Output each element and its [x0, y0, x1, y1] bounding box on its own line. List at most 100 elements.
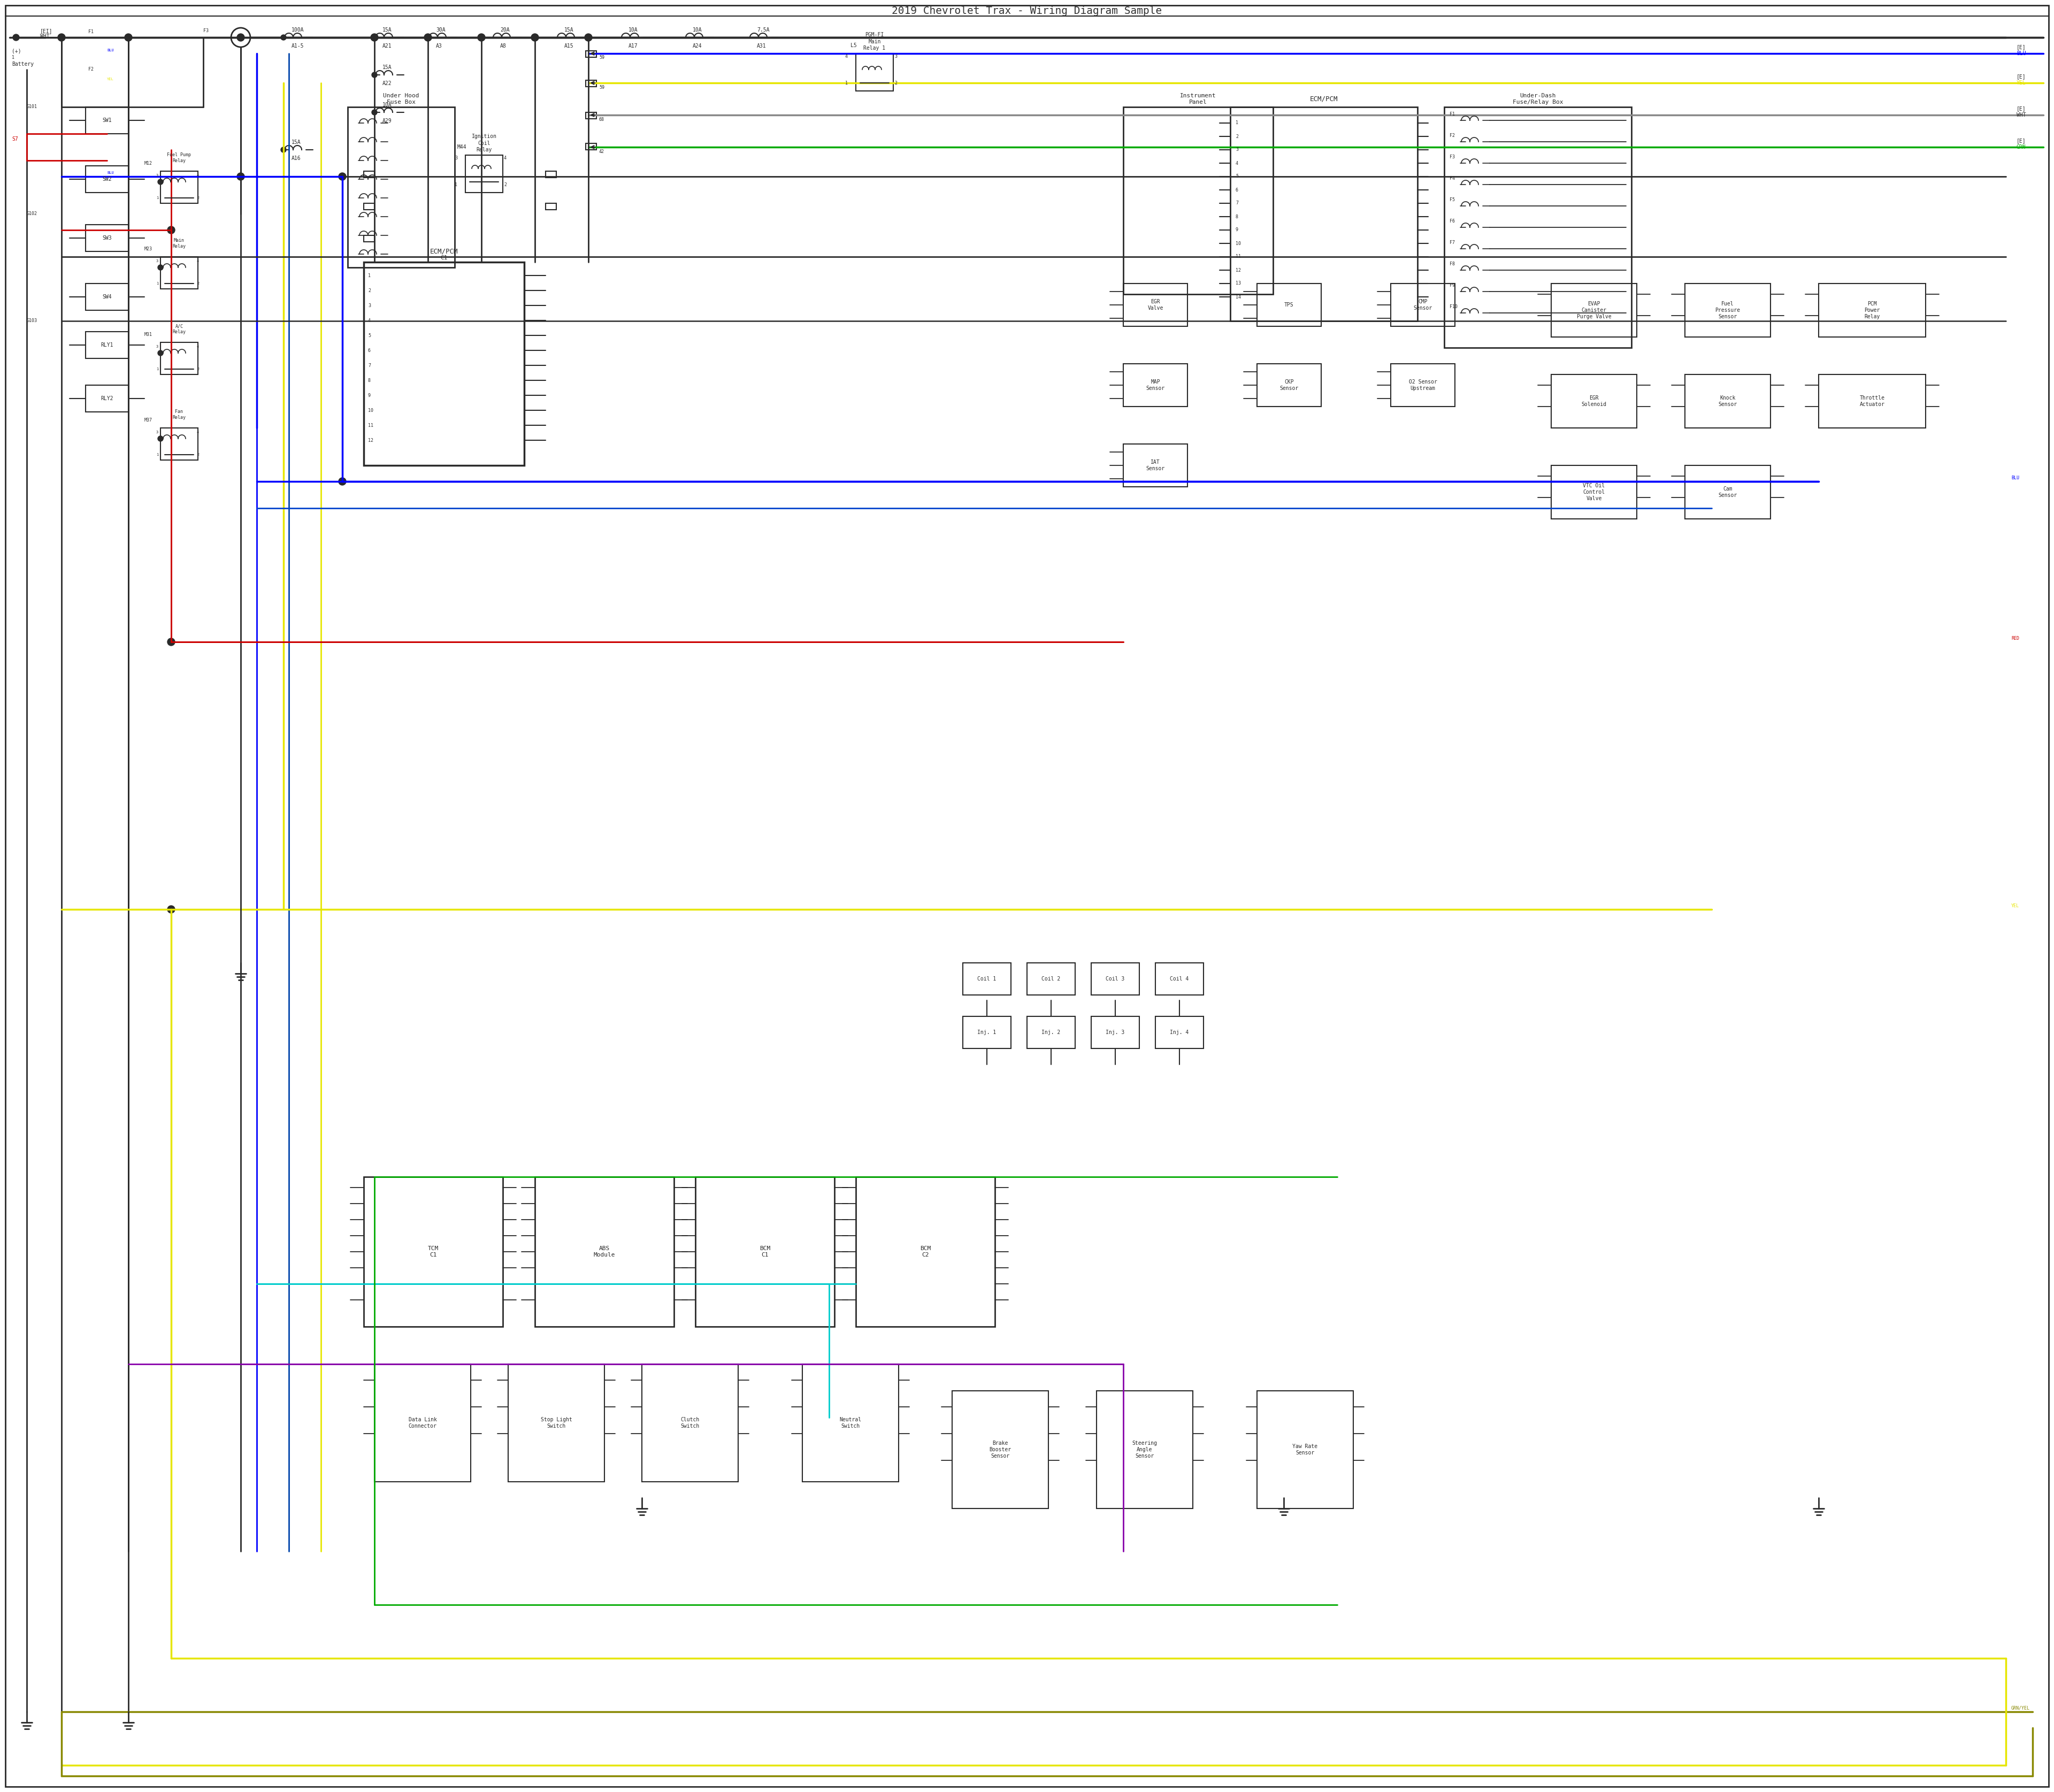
Text: Clutch
Switch: Clutch Switch — [680, 1417, 700, 1428]
Text: C1: C1 — [440, 254, 448, 260]
Bar — [160, 172, 197, 202]
Text: Battery: Battery — [12, 61, 33, 66]
Text: 2: 2 — [197, 281, 199, 285]
Text: F4: F4 — [1450, 176, 1454, 181]
Text: 14: 14 — [1237, 294, 1241, 299]
Text: EVAP
Canister
Purge Valve: EVAP Canister Purge Valve — [1577, 301, 1610, 319]
Text: F5: F5 — [1450, 197, 1454, 202]
Text: 2: 2 — [197, 367, 199, 371]
Text: 4: 4 — [368, 317, 370, 323]
Text: A1-5: A1-5 — [292, 43, 304, 48]
Text: Under Hood
Fuse Box: Under Hood Fuse Box — [384, 93, 419, 104]
Bar — [364, 1177, 503, 1326]
Text: 10: 10 — [368, 409, 374, 412]
Text: 15A: 15A — [382, 65, 392, 70]
Text: 1: 1 — [156, 367, 158, 371]
Circle shape — [58, 34, 66, 41]
Text: F9: F9 — [1450, 283, 1454, 287]
Bar — [696, 1177, 834, 1326]
Circle shape — [158, 179, 162, 185]
Circle shape — [479, 34, 485, 41]
Text: 4: 4 — [503, 156, 507, 159]
Text: 1: 1 — [156, 197, 158, 199]
Bar — [857, 1177, 994, 1326]
Text: 2019 Chevrolet Trax - Wiring Diagram Sample: 2019 Chevrolet Trax - Wiring Diagram Sam… — [891, 5, 1163, 16]
Text: IAT
Sensor: IAT Sensor — [1146, 459, 1165, 471]
Text: 9: 9 — [1237, 228, 1239, 233]
Text: 2: 2 — [503, 183, 507, 186]
Text: 1: 1 — [844, 81, 848, 86]
Bar — [160, 342, 197, 375]
Text: 10A: 10A — [382, 102, 392, 108]
Text: BLU: BLU — [2011, 475, 2019, 480]
Bar — [585, 113, 596, 118]
Text: TCM
C1: TCM C1 — [427, 1245, 440, 1258]
Text: G102: G102 — [27, 211, 37, 217]
Text: Ignition: Ignition — [472, 134, 497, 140]
Circle shape — [168, 905, 175, 914]
Text: Fuel
Pressure
Sensor: Fuel Pressure Sensor — [1715, 301, 1740, 319]
Text: A3: A3 — [435, 43, 442, 48]
Text: Under-Dash
Fuse/Relay Box: Under-Dash Fuse/Relay Box — [1512, 93, 1563, 104]
Text: 3: 3 — [893, 54, 898, 59]
Text: A8: A8 — [499, 43, 507, 48]
Circle shape — [339, 478, 345, 486]
Circle shape — [532, 34, 538, 41]
Text: A29: A29 — [382, 118, 392, 124]
Text: Coil 4: Coil 4 — [1171, 977, 1189, 982]
Text: (+): (+) — [12, 48, 21, 54]
Bar — [963, 1016, 1011, 1048]
Text: WHT: WHT — [2017, 113, 2025, 118]
Text: 1: 1 — [368, 272, 370, 278]
Text: GRN/YEL: GRN/YEL — [2011, 1706, 2029, 1710]
Text: Fuel Pump
Relay: Fuel Pump Relay — [166, 152, 191, 163]
Bar — [347, 108, 454, 267]
Bar — [364, 202, 374, 210]
Circle shape — [12, 34, 18, 41]
Bar — [1684, 466, 1771, 520]
Text: 4: 4 — [197, 260, 199, 263]
Circle shape — [125, 34, 131, 41]
Text: O2 Sensor
Upstream: O2 Sensor Upstream — [1409, 380, 1438, 391]
Text: A/C
Relay: A/C Relay — [173, 324, 185, 333]
Text: 2: 2 — [197, 197, 199, 199]
Text: 4: 4 — [197, 174, 199, 177]
Text: Inj. 4: Inj. 4 — [1171, 1030, 1189, 1036]
Circle shape — [236, 172, 244, 181]
Circle shape — [168, 226, 175, 233]
Text: 3: 3 — [454, 156, 458, 159]
Bar — [963, 962, 1011, 995]
Bar — [1684, 375, 1771, 428]
Text: Throttle
Actuator: Throttle Actuator — [1859, 396, 1886, 407]
Bar — [857, 54, 893, 91]
Bar — [86, 332, 127, 358]
Text: A24: A24 — [692, 43, 702, 48]
Text: F3: F3 — [203, 29, 210, 34]
Bar — [953, 1391, 1048, 1509]
Text: Stop Light
Switch: Stop Light Switch — [540, 1417, 571, 1428]
Text: 5: 5 — [1237, 174, 1239, 179]
Bar — [1027, 1016, 1074, 1048]
Text: 6: 6 — [368, 348, 370, 353]
Bar — [1257, 283, 1321, 326]
Text: 3: 3 — [156, 260, 158, 263]
Text: Relay: Relay — [477, 147, 493, 152]
Bar — [160, 428, 197, 461]
Bar — [585, 143, 596, 151]
Text: 6: 6 — [1237, 188, 1239, 192]
Text: [E]: [E] — [2017, 138, 2025, 143]
Text: 42: 42 — [600, 149, 604, 154]
Bar — [1091, 962, 1140, 995]
Text: F1: F1 — [1450, 111, 1454, 116]
Text: F10: F10 — [1450, 305, 1458, 308]
Text: 30A: 30A — [435, 27, 446, 32]
Text: Coil 1: Coil 1 — [978, 977, 996, 982]
Text: MAP
Sensor: MAP Sensor — [1146, 380, 1165, 391]
Bar — [86, 283, 127, 310]
Circle shape — [281, 34, 286, 39]
Text: Knock
Sensor: Knock Sensor — [1719, 396, 1738, 407]
Text: F2: F2 — [88, 66, 94, 72]
Bar — [507, 1364, 604, 1482]
Bar — [1124, 444, 1187, 487]
Text: 7: 7 — [1237, 201, 1239, 206]
